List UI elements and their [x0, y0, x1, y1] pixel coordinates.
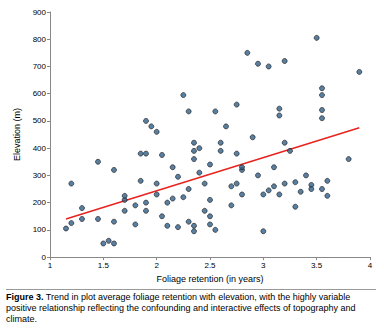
svg-text:500: 500 — [33, 116, 47, 125]
svg-text:2.5: 2.5 — [204, 261, 216, 270]
svg-text:3.5: 3.5 — [311, 261, 323, 270]
svg-text:0: 0 — [42, 253, 47, 262]
svg-text:700: 700 — [33, 62, 47, 71]
svg-text:Elevation (m): Elevation (m) — [12, 108, 22, 161]
svg-text:3: 3 — [261, 261, 266, 270]
svg-text:1.5: 1.5 — [98, 261, 110, 270]
svg-text:100: 100 — [33, 225, 47, 234]
svg-text:900: 900 — [33, 8, 47, 17]
svg-text:300: 300 — [33, 171, 47, 180]
svg-text:800: 800 — [33, 35, 47, 44]
html-text:Figure 3. Trend in plot averag: Figure 3. Trend in plot average foliage … — [6, 292, 356, 324]
svg-text:600: 600 — [33, 89, 47, 98]
svg-text:1: 1 — [48, 261, 53, 270]
svg-text:400: 400 — [33, 144, 47, 153]
svg-text:4: 4 — [368, 261, 373, 270]
svg-text:Foliage retention (in years): Foliage retention (in years) — [156, 274, 263, 284]
svg-text:2: 2 — [154, 261, 159, 270]
svg-text:200: 200 — [33, 198, 47, 207]
